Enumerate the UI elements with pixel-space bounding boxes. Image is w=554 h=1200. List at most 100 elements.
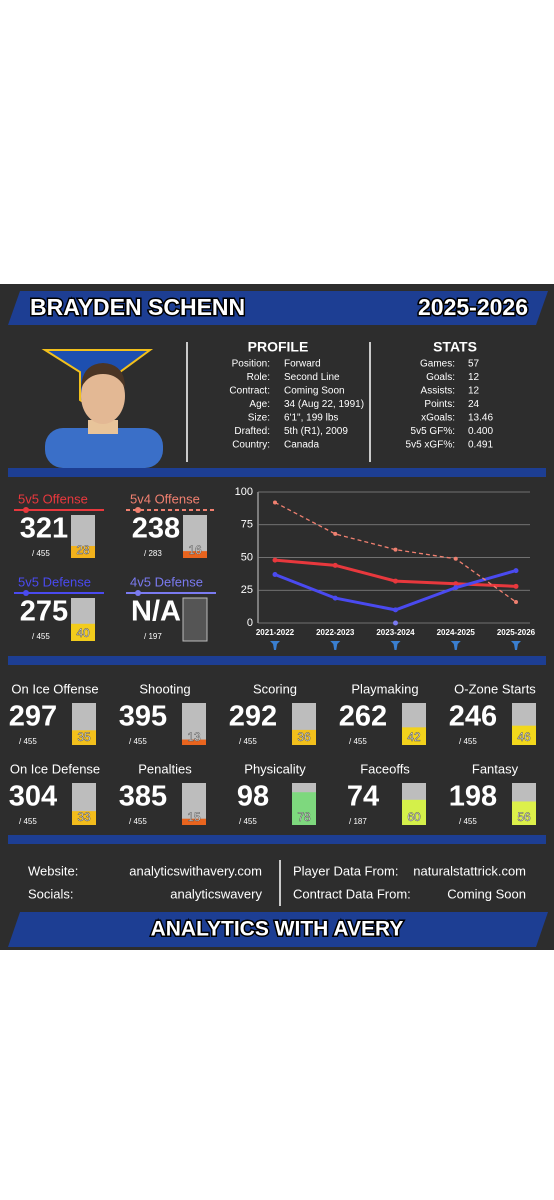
- series-point: [272, 572, 278, 578]
- x-tick-label: 2021-2022: [256, 628, 295, 637]
- y-tick-label: 25: [241, 584, 253, 596]
- metric-rank: 385: [119, 781, 167, 813]
- series-point: [333, 531, 338, 536]
- situation-rank: N/A: [131, 596, 181, 628]
- header-band: [8, 291, 548, 325]
- footer-label: Website:: [28, 863, 78, 878]
- profile-value: 34 (Aug 22, 1991): [284, 399, 364, 410]
- situation-total: / 455: [32, 632, 50, 641]
- stat-label: Games:: [420, 359, 455, 370]
- percentile-fill: [512, 801, 536, 825]
- stat-value: 12: [468, 372, 480, 383]
- percentile-fill: [182, 739, 206, 745]
- stat-label: Goals:: [426, 372, 455, 383]
- metric-label: Fantasy: [472, 761, 519, 776]
- percentile-label: 42: [407, 730, 421, 744]
- jersey: [45, 428, 163, 468]
- metric-label: Penalties: [138, 761, 192, 776]
- x-tick-logo: [511, 641, 521, 650]
- x-tick-logo: [390, 641, 401, 650]
- metric-rank: 98: [237, 781, 269, 813]
- series-point: [393, 620, 398, 626]
- percentile-label: 15: [187, 810, 201, 824]
- metric-label: Scoring: [253, 681, 297, 696]
- profile-label: Size:: [248, 413, 270, 424]
- percentile-fill: [72, 811, 96, 825]
- metric-total: / 455: [129, 737, 147, 746]
- percentile-fill: [71, 623, 95, 641]
- stat-value: 13.46: [468, 413, 493, 424]
- neck: [88, 420, 118, 434]
- percentile-box: [183, 515, 207, 558]
- percentile-fill: [71, 545, 95, 558]
- series-point: [514, 600, 518, 605]
- situation-label: 4v5 Defense: [130, 574, 203, 589]
- metric-rank: 198: [449, 781, 497, 813]
- situation-total: / 283: [144, 549, 162, 558]
- metric-total: / 455: [239, 737, 257, 746]
- situation-marker: [135, 507, 141, 513]
- percentile-label: 35: [77, 730, 91, 744]
- brand: ANALYTICS WITH AVERY: [151, 918, 404, 941]
- metric-label: O-Zone Starts: [454, 681, 536, 696]
- percentile-label: 40: [76, 626, 90, 640]
- series-point: [332, 562, 338, 568]
- percentile-box: [182, 783, 206, 825]
- stat-value: 57: [468, 359, 480, 370]
- metric-total: / 455: [129, 817, 147, 826]
- profile-title: PROFILE: [248, 339, 309, 355]
- footer-label: Player Data From:: [293, 863, 398, 878]
- metric-label: On Ice Offense: [11, 681, 98, 696]
- series-point: [453, 581, 459, 587]
- stat-value: 0.491: [468, 440, 493, 451]
- metric-total: / 455: [19, 817, 37, 826]
- percentile-label: 16: [188, 543, 202, 557]
- situation-rank: 275: [20, 596, 68, 628]
- footer-band: [8, 912, 548, 947]
- series-point: [393, 547, 398, 552]
- metric-rank: 395: [119, 701, 167, 733]
- situation-rank: 321: [20, 513, 68, 545]
- percentile-fill: [402, 799, 426, 825]
- x-tick-logo: [330, 641, 341, 650]
- y-tick-label: 100: [235, 486, 253, 498]
- metric-label: On Ice Defense: [10, 761, 100, 776]
- player-photo: [41, 349, 163, 468]
- stats-title: STATS: [433, 339, 477, 355]
- percentile-box: [182, 703, 206, 745]
- percentile-fill: [512, 725, 536, 745]
- series-point: [393, 607, 398, 613]
- footer-value: Coming Soon: [447, 886, 526, 901]
- y-tick-label: 50: [241, 551, 253, 563]
- percentile-fill: [402, 727, 426, 745]
- percentile-label: 36: [297, 730, 311, 744]
- percentile-fill: [292, 792, 316, 825]
- y-tick-label: 0: [247, 617, 253, 629]
- series-point: [453, 556, 458, 561]
- percentile-fill: [182, 818, 206, 825]
- x-tick-logo: [270, 641, 280, 650]
- profile-label: Contract:: [229, 386, 270, 397]
- metric-total: / 455: [459, 737, 477, 746]
- series-point: [393, 578, 398, 584]
- x-tick-label: 2023-2024: [376, 628, 415, 637]
- stat-label: Assists:: [421, 386, 455, 397]
- percentile-label: 46: [517, 730, 531, 744]
- footer-label: Contract Data From:: [293, 886, 411, 901]
- metric-total: / 455: [349, 737, 367, 746]
- series-point: [513, 583, 519, 589]
- footer-value: analyticswavery: [170, 886, 262, 901]
- x-tick-label: 2024-2025: [437, 628, 476, 637]
- metric-rank: 246: [449, 701, 497, 733]
- metric-rank: 74: [347, 781, 379, 813]
- profile-label: Position:: [232, 359, 270, 370]
- footer-value: naturalstattrick.com: [413, 863, 526, 878]
- metric-label: Shooting: [139, 681, 190, 696]
- percentile-label: 33: [77, 810, 91, 824]
- series-point: [272, 557, 278, 563]
- percentile-fill: [72, 730, 96, 745]
- stat-label: xGoals:: [421, 413, 455, 424]
- separator: [8, 835, 546, 844]
- series-point: [273, 500, 277, 505]
- profile-label: Role:: [247, 372, 270, 383]
